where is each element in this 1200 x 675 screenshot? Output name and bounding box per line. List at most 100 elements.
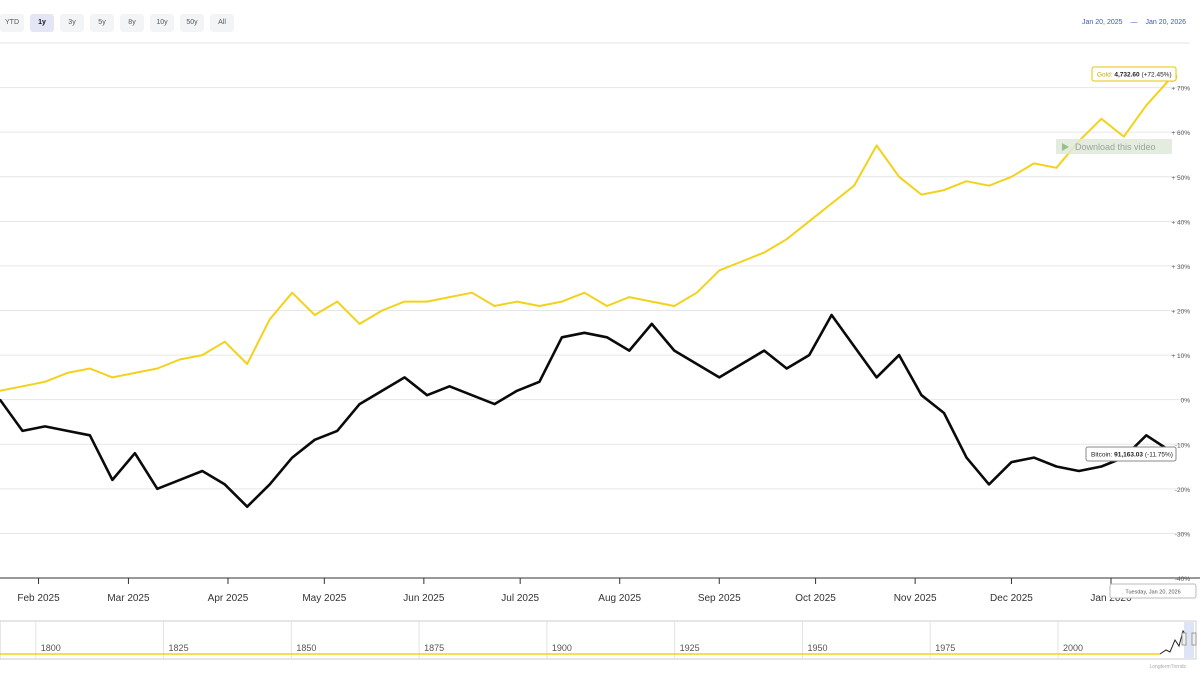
data-point-gold xyxy=(763,251,766,254)
data-point-gold xyxy=(313,314,316,316)
navigator-year-label: 1975 xyxy=(935,643,955,653)
data-point-bitcoin xyxy=(583,331,586,334)
crosshair-text: Tuesday, Jan 20, 2026 xyxy=(1125,590,1180,596)
data-point-gold xyxy=(673,305,676,307)
series-pct: (+72.45%) xyxy=(1141,72,1171,79)
data-point-gold xyxy=(785,238,788,241)
data-point-bitcoin xyxy=(1100,465,1103,468)
data-point-bitcoin xyxy=(336,429,339,432)
range-button-3y[interactable]: 3y xyxy=(60,14,84,32)
data-point-bitcoin xyxy=(493,403,496,406)
date-to[interactable]: Jan 20, 2026 xyxy=(1145,19,1186,26)
navigator-handle-left[interactable] xyxy=(1181,632,1187,646)
navigator-series xyxy=(1159,630,1187,655)
data-point-bitcoin xyxy=(920,394,923,397)
x-tick-label: Dec 2025 xyxy=(990,593,1033,604)
navigator-year-label: 1825 xyxy=(169,643,189,653)
x-tick-label: Sep 2025 xyxy=(698,593,741,604)
data-point-bitcoin xyxy=(1145,434,1148,437)
data-point-bitcoin xyxy=(1077,470,1080,472)
crosshair-box xyxy=(1109,583,1197,599)
range-button-8y[interactable]: 8y xyxy=(120,14,144,32)
data-point-bitcoin xyxy=(448,385,451,388)
data-point-gold xyxy=(943,189,945,192)
data-point-gold xyxy=(1122,135,1125,138)
navigator-frame xyxy=(0,620,1197,660)
data-point-bitcoin xyxy=(943,412,945,414)
data-point-gold xyxy=(426,300,428,303)
data-point-bitcoin xyxy=(898,354,900,356)
data-point-gold xyxy=(111,376,114,379)
navigator-year-label: 1850 xyxy=(296,643,316,653)
x-tick-label: Nov 2025 xyxy=(894,593,937,604)
data-point-bitcoin xyxy=(246,505,249,508)
range-button-5y[interactable]: 5y xyxy=(90,14,114,32)
range-button-all[interactable]: All xyxy=(210,14,234,32)
play-icon xyxy=(1062,143,1069,151)
data-point-bitcoin xyxy=(313,438,316,441)
x-tick-label: Jan 2026 xyxy=(1090,593,1132,604)
download-video-button[interactable]: Download this video xyxy=(1056,139,1172,154)
data-point-gold xyxy=(178,358,181,361)
data-point-gold xyxy=(66,372,69,374)
series-name: Bitcoin: xyxy=(1091,452,1114,459)
navigator-year-label: 1875 xyxy=(424,643,444,653)
data-point-bitcoin xyxy=(358,403,361,406)
date-from[interactable]: Jan 20, 2025 xyxy=(1082,19,1123,26)
data-point-gold xyxy=(291,291,294,294)
navigator-selection[interactable] xyxy=(1184,622,1194,658)
y-tick-label: + 40% xyxy=(1171,219,1190,226)
range-button-10y[interactable]: 10y xyxy=(150,14,174,32)
y-tick-label: + 20% xyxy=(1171,309,1190,316)
y-tick-label: 0% xyxy=(1181,398,1191,405)
data-point-bitcoin xyxy=(426,394,428,397)
data-point-bitcoin xyxy=(965,456,968,459)
data-point-bitcoin xyxy=(650,322,653,325)
data-point-bitcoin xyxy=(291,456,294,459)
data-point-gold xyxy=(516,300,518,303)
data-point-gold xyxy=(875,144,878,147)
y-tick-label: + 70% xyxy=(1171,86,1190,93)
data-point-gold xyxy=(201,354,204,356)
data-point-bitcoin xyxy=(673,349,676,352)
navigator-handle-right[interactable] xyxy=(1191,632,1197,646)
x-tick-label: Oct 2025 xyxy=(795,593,836,604)
range-button-1y[interactable]: 1y xyxy=(30,14,54,32)
data-point-gold xyxy=(156,367,159,370)
y-tick-label: + 50% xyxy=(1171,175,1190,182)
navigator-year-label: 1925 xyxy=(680,643,700,653)
data-point-bitcoin xyxy=(561,336,563,339)
data-point-gold xyxy=(358,322,361,325)
series-pct: (-11.75%) xyxy=(1145,452,1173,459)
data-point-bitcoin xyxy=(853,345,856,348)
data-point-gold xyxy=(1100,117,1103,120)
data-point-gold xyxy=(695,291,698,294)
data-point-bitcoin xyxy=(0,398,1,401)
navigator-year-label: 2000 xyxy=(1063,643,1083,653)
data-point-gold xyxy=(133,372,136,374)
data-point-gold xyxy=(650,300,653,303)
date-range: Jan 20, 2025 — Jan 20, 2026 xyxy=(1082,19,1186,26)
data-point-gold xyxy=(1033,162,1035,165)
data-point-gold xyxy=(21,385,24,388)
navigator-year-label: 1950 xyxy=(807,643,827,653)
crosshair-date: Tuesday, Jan 20, 2026 xyxy=(1109,583,1197,599)
data-point-gold xyxy=(403,300,406,303)
data-point-gold xyxy=(605,305,608,307)
data-point-gold xyxy=(740,260,743,263)
range-button-50y[interactable]: 50y xyxy=(180,14,204,32)
y-tick-label: + 10% xyxy=(1171,353,1190,360)
value-label-gold: Gold: 4,732.60 (+72.45%) xyxy=(1091,66,1177,82)
data-point-bitcoin xyxy=(516,389,518,392)
data-point-gold xyxy=(448,296,451,299)
data-point-bitcoin xyxy=(268,483,271,486)
data-point-bitcoin xyxy=(740,363,743,365)
data-point-gold xyxy=(381,309,384,312)
data-point-bitcoin xyxy=(403,376,406,379)
range-button-ytd[interactable]: YTD xyxy=(0,14,24,32)
series-name: Gold: xyxy=(1097,72,1114,79)
data-point-bitcoin xyxy=(718,376,721,379)
chart: + 70% + 60% + 50% + 40% + 30% + 20% + 10% 0% -10… xyxy=(0,42,1200,604)
data-point-gold xyxy=(1145,104,1148,107)
x-tick-label: Feb 2025 xyxy=(17,593,60,604)
